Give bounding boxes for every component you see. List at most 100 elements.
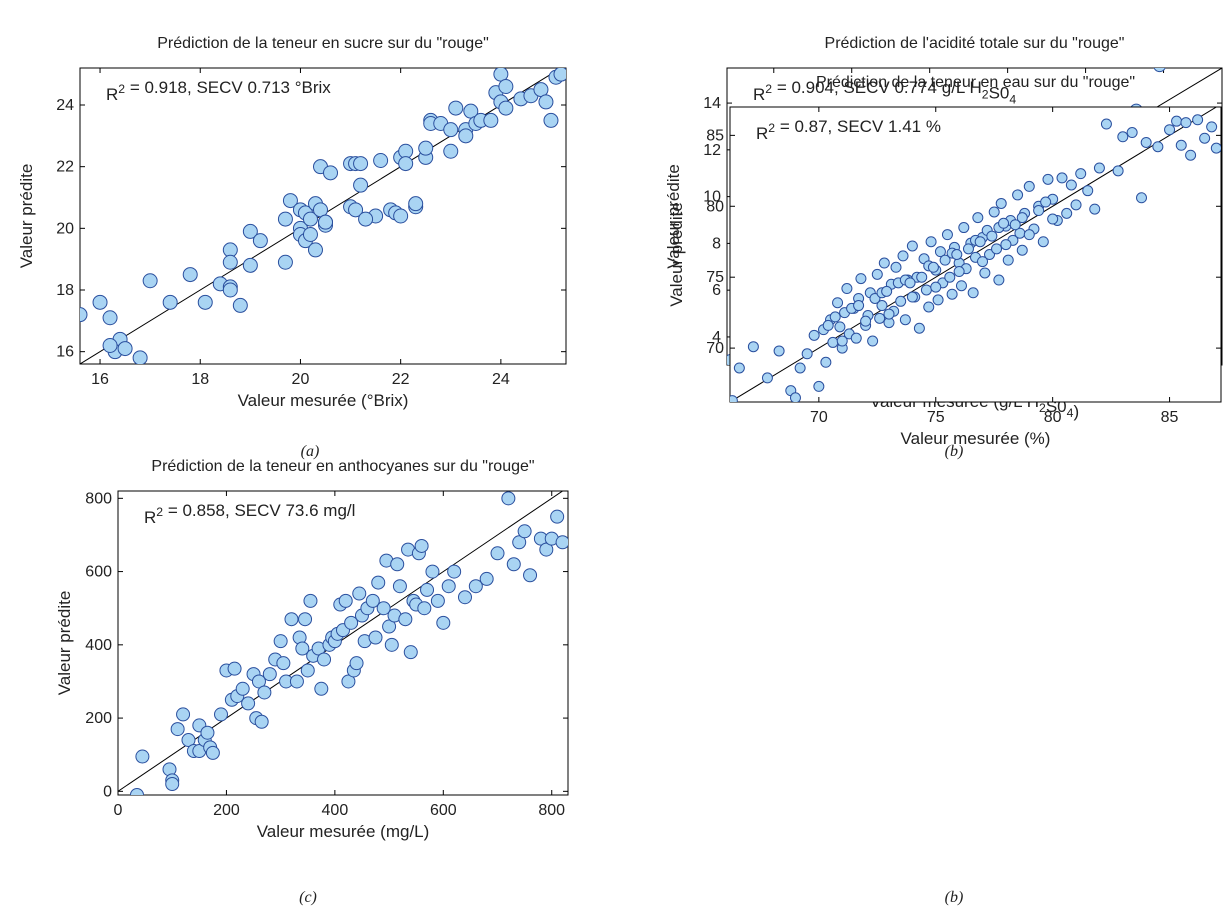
data-point [853, 300, 865, 312]
chart-title: Prédiction de la teneur en anthocyanes s… [151, 458, 534, 475]
chart-title: Prédiction de l'acidité totale sur du "r… [825, 35, 1125, 52]
data-point [899, 314, 911, 326]
data-point [801, 348, 813, 360]
data-point [1152, 141, 1164, 153]
data-point [871, 268, 883, 280]
data-point [277, 254, 293, 270]
data-point [930, 281, 942, 293]
data-point [946, 288, 958, 300]
data-point [200, 725, 215, 740]
data-point [441, 579, 456, 594]
data-point [923, 301, 935, 313]
data-point [457, 590, 472, 605]
data-point [878, 257, 890, 269]
y-axis-label: Valeur prédite [55, 591, 74, 696]
y-tick-label: 80 [706, 198, 724, 215]
data-point [468, 579, 483, 594]
y-tick-label: 0 [103, 783, 112, 800]
data-point [371, 575, 386, 590]
data-point [425, 564, 440, 579]
data-point [408, 196, 424, 212]
data-point [543, 112, 559, 128]
data-point [349, 656, 364, 671]
data-point [182, 267, 198, 283]
data-point [904, 277, 916, 289]
data-point [1040, 196, 1052, 208]
data-point [932, 294, 944, 306]
data-point [993, 274, 1005, 286]
data-point [1061, 207, 1073, 219]
x-tick-label: 600 [430, 802, 457, 819]
data-point [252, 233, 268, 249]
y-tick-label: 200 [85, 710, 112, 727]
data-point [479, 571, 494, 586]
data-point [398, 156, 414, 172]
data-point [398, 612, 413, 627]
x-tick-label: 24 [492, 371, 510, 388]
data-point [555, 535, 568, 550]
annotation: R2 = 0.87, SECV 1.41 % [756, 117, 941, 143]
data-point [1199, 132, 1211, 144]
data-point [307, 242, 323, 258]
data-point [1117, 131, 1129, 143]
data-point [241, 696, 256, 711]
x-tick-label: 80 [1044, 409, 1062, 426]
data-point [761, 372, 773, 384]
data-point [747, 341, 759, 353]
data-point [869, 292, 881, 304]
data-point [1175, 139, 1187, 151]
y-axis-label: Valeur prédite [17, 164, 36, 269]
data-point [1016, 244, 1028, 256]
data-point [881, 285, 893, 297]
data-point [298, 612, 313, 627]
caption-b: (b) [944, 443, 964, 460]
data-point [132, 350, 148, 364]
data-point [1180, 117, 1192, 129]
x-tick-label: 400 [322, 802, 349, 819]
data-point [974, 236, 986, 248]
data-point [341, 674, 356, 689]
data-point [276, 656, 291, 671]
data-point [1070, 199, 1082, 211]
data-point [920, 284, 932, 296]
chart-panel-c: Prédiction de la teneur en anthocyanes s… [0, 454, 612, 909]
data-point [1140, 136, 1152, 148]
data-point [289, 674, 304, 689]
data-point [1002, 254, 1014, 266]
data-point [1136, 192, 1148, 204]
data-point [282, 193, 298, 209]
data-point [302, 211, 318, 227]
x-tick-label: 200 [213, 802, 240, 819]
y-tick-label: 800 [85, 490, 112, 507]
data-point [273, 634, 288, 649]
data-point [991, 243, 1003, 255]
data-point [1023, 180, 1035, 192]
data-point [916, 271, 928, 283]
data-point [348, 202, 364, 218]
data-point [913, 322, 925, 334]
data-point [773, 345, 785, 357]
data-point [955, 280, 967, 292]
data-point [1033, 205, 1045, 217]
data-point [834, 321, 846, 333]
data-point [338, 593, 353, 608]
data-point [906, 291, 918, 303]
data-point [129, 788, 144, 795]
y-tick-label: 16 [56, 344, 74, 361]
y-tick-label: 8 [712, 235, 721, 252]
x-tick-label: 0 [114, 802, 123, 819]
scatter-chart-a: Prédiction de la teneur en sucre sur du … [17, 35, 567, 410]
data-point [820, 356, 832, 368]
data-point [302, 227, 318, 242]
data-point [836, 335, 848, 347]
data-point [222, 282, 238, 298]
data-point [317, 652, 332, 667]
annotation: R2 = 0.918, SECV 0.713 °Brix [106, 78, 331, 104]
data-point [1153, 68, 1166, 73]
data-point [181, 733, 196, 748]
annotation: R2 = 0.858, SECV 73.6 mg/l [144, 501, 355, 527]
data-point [1023, 229, 1035, 241]
data-point [832, 297, 844, 309]
data-point [365, 593, 380, 608]
data-point [829, 311, 841, 323]
